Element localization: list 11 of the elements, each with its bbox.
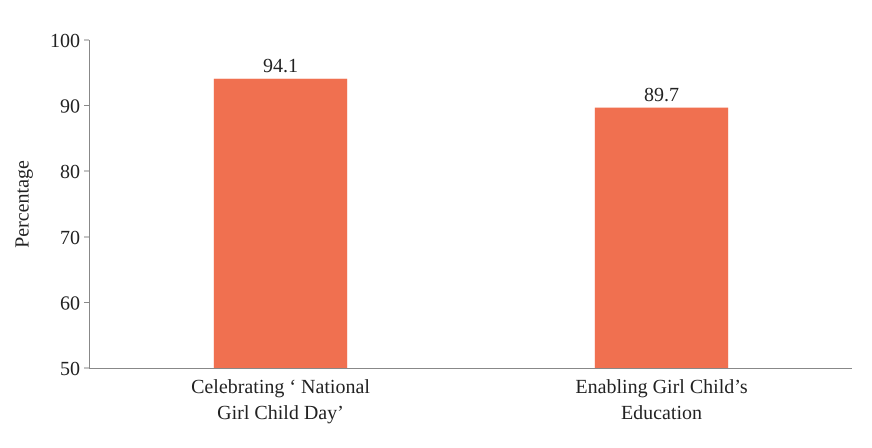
y-tick-label: 70 xyxy=(60,226,80,249)
y-tick-label: 100 xyxy=(50,30,80,52)
y-tick-label: 60 xyxy=(60,292,80,314)
data-label: 94.1 xyxy=(263,55,298,77)
y-tick-label: 90 xyxy=(60,96,80,118)
y-axis-title: Percentage xyxy=(12,160,34,248)
y-tick-label: 50 xyxy=(60,358,80,380)
y-tick-label: 80 xyxy=(60,161,80,184)
data-label: 89.7 xyxy=(644,84,679,106)
x-tick-label: Enabling Girl Child’s Education xyxy=(575,376,748,424)
x-tick-label: Celebrating ‘ National Girl Child Day’ xyxy=(191,376,370,424)
